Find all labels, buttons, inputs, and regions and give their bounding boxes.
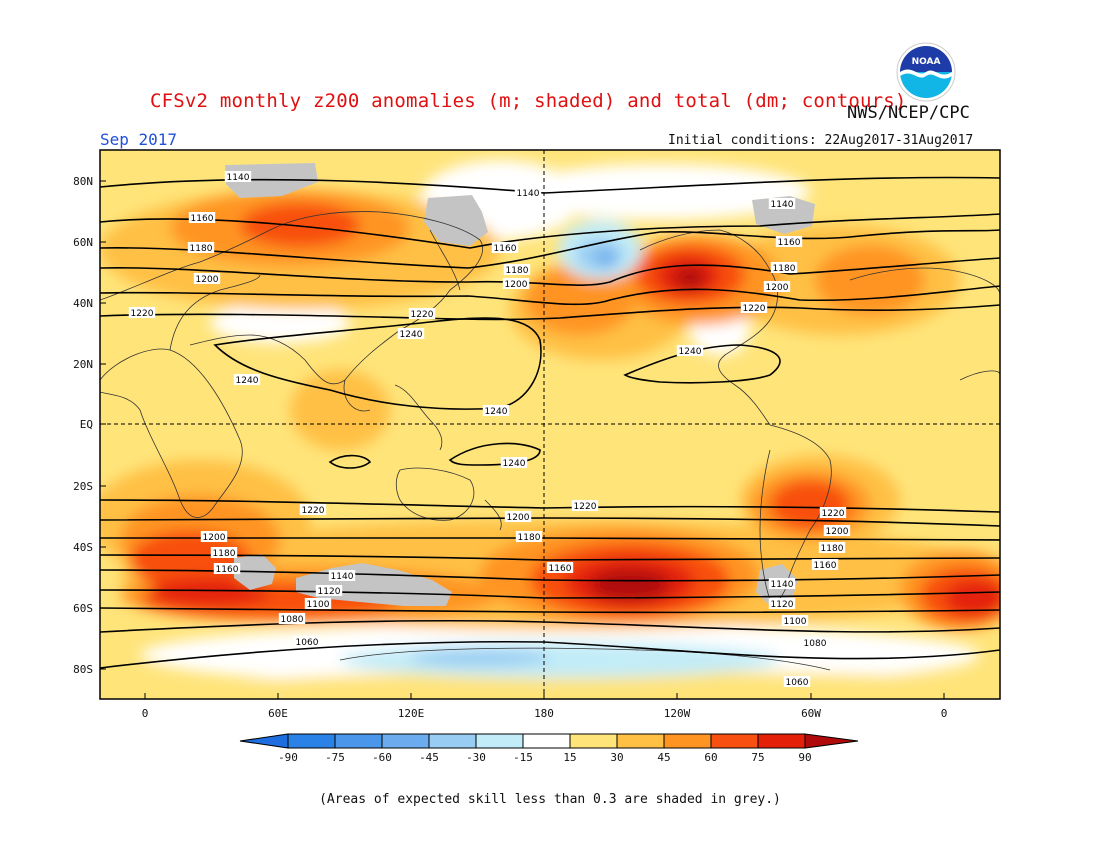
contour-label: 1140 — [771, 580, 794, 590]
contour-label: 1200 — [766, 283, 789, 293]
colorbar-segment — [428, 733, 477, 749]
contour-label: 1140 — [227, 173, 250, 183]
noaa-logo: NOAA — [896, 42, 956, 102]
colorbar-segment — [381, 733, 430, 749]
lon-tick-label: 60E — [268, 707, 288, 720]
contour-label: 1240 — [503, 459, 526, 469]
figure-title: CFSv2 monthly z200 anomalies (m; shaded)… — [150, 90, 907, 112]
contour-label: 1200 — [826, 527, 849, 537]
lat-tick-label: 60S — [73, 602, 93, 615]
colorbar-tick-label: 60 — [704, 751, 717, 764]
contour-label: 1080 — [804, 639, 827, 649]
lon-tick-label: 0 — [142, 707, 149, 720]
lon-tick-label: 120E — [398, 707, 425, 720]
colorbar-segment — [569, 733, 618, 749]
contour-label: 1060 — [296, 638, 319, 648]
colorbar-segment — [522, 733, 571, 749]
contour-label: 1240 — [236, 376, 259, 386]
contour-label: 1160 — [191, 214, 214, 224]
longitude-axis: 0 60E 120E 180 120W 60W 0 — [142, 693, 948, 720]
colorbar-tick-label: -45 — [419, 751, 439, 764]
contour-label: 1160 — [814, 561, 837, 571]
contour-label: 1180 — [213, 549, 236, 559]
lon-tick-label: 0 — [941, 707, 948, 720]
contour-label: 1220 — [131, 309, 154, 319]
lat-tick-label: 80S — [73, 663, 93, 676]
lat-tick-label: EQ — [80, 418, 93, 431]
contour-label: 1160 — [494, 244, 517, 254]
contour-label: 1120 — [771, 600, 794, 610]
contour-label: 1060 — [786, 678, 809, 688]
contour-label: 1220 — [302, 506, 325, 516]
contour-label: 1180 — [773, 264, 796, 274]
lat-tick-label: 40N — [73, 297, 93, 310]
contour-label: 1080 — [281, 615, 304, 625]
latitude-axis: 80N 60N 40N 20N EQ 20S 40S 60S 80S — [73, 175, 106, 676]
lat-tick-label: 40S — [73, 541, 93, 554]
initial-conditions: Initial conditions: 22Aug2017-31Aug2017 — [668, 133, 974, 148]
colorbar-tick-label: 15 — [563, 751, 576, 764]
lat-tick-label: 80N — [73, 175, 93, 188]
coastlines — [100, 211, 1000, 671]
colorbar-tick-label: -75 — [325, 751, 345, 764]
lat-tick-label: 60N — [73, 236, 93, 249]
contour-label: 1220 — [822, 509, 845, 519]
lon-tick-label: 180 — [534, 707, 554, 720]
contour-label: 1160 — [216, 565, 239, 575]
colorbar-high-arrow — [804, 733, 859, 749]
contour-label: 1200 — [203, 533, 226, 543]
colorbar-segment — [710, 733, 759, 749]
contour-label: 1200 — [196, 275, 219, 285]
contour-label: 1140 — [517, 189, 540, 199]
contour-label: 1180 — [821, 544, 844, 554]
colorbar-tick-label: -30 — [466, 751, 486, 764]
contour-label: 1240 — [400, 330, 423, 340]
contour-label: 1180 — [506, 266, 529, 276]
colorbar-tick-label: -90 — [278, 751, 298, 764]
colorbar-tick-label: 30 — [610, 751, 623, 764]
logo-text: NOAA — [912, 57, 941, 67]
colorbar-tick-label: -60 — [372, 751, 392, 764]
contour-label: 1120 — [318, 587, 341, 597]
contour-label: 1200 — [507, 513, 530, 523]
contour-label: 1140 — [771, 200, 794, 210]
colorbar-segment — [757, 733, 806, 749]
contour-label: 1200 — [505, 280, 528, 290]
lat-tick-label: 20N — [73, 358, 93, 371]
lon-tick-label: 120W — [664, 707, 691, 720]
contour-label: 1220 — [743, 304, 766, 314]
colorbar-low-arrow — [239, 733, 289, 749]
contour-labels: 1140 1140 1140 1160 1160 1160 1180 1180 1180 1200… — [128, 171, 851, 688]
contour-label: 1100 — [307, 600, 330, 610]
colorbar-tick-label: -15 — [513, 751, 533, 764]
colorbar-tick-label: 75 — [751, 751, 764, 764]
colorbar-segment — [616, 733, 665, 749]
contour-label: 1180 — [518, 533, 541, 543]
contour-label: 1160 — [778, 238, 801, 248]
contour-label: 1240 — [679, 347, 702, 357]
lon-tick-label: 60W — [801, 707, 821, 720]
contour-label: 1220 — [411, 310, 434, 320]
contour-label: 1160 — [549, 564, 572, 574]
contour-label: 1140 — [331, 572, 354, 582]
colorbar-tick-label: 90 — [798, 751, 811, 764]
colorbar-segment — [287, 733, 336, 749]
lat-tick-label: 20S — [73, 480, 93, 493]
contour-label: 1240 — [485, 407, 508, 417]
footnote: (Areas of expected skill less than 0.3 a… — [319, 792, 781, 807]
contour-label: 1180 — [190, 244, 213, 254]
agency-label: NWS/NCEP/CPC — [847, 103, 970, 123]
colorbar: -90 -75 -60 -45 -30 -15 15 30 45 60 75 90 — [239, 733, 859, 764]
contour-label: 1220 — [574, 502, 597, 512]
colorbar-segment — [475, 733, 524, 749]
anomaly-field: 1140 1140 1140 1160 1160 1160 1180 1180 1180 1200… — [100, 150, 1000, 699]
colorbar-tick-label: 45 — [657, 751, 670, 764]
colorbar-segment — [334, 733, 383, 749]
colorbar-segment — [663, 733, 712, 749]
contour-label: 1100 — [784, 617, 807, 627]
forecast-month: Sep 2017 — [100, 130, 178, 149]
